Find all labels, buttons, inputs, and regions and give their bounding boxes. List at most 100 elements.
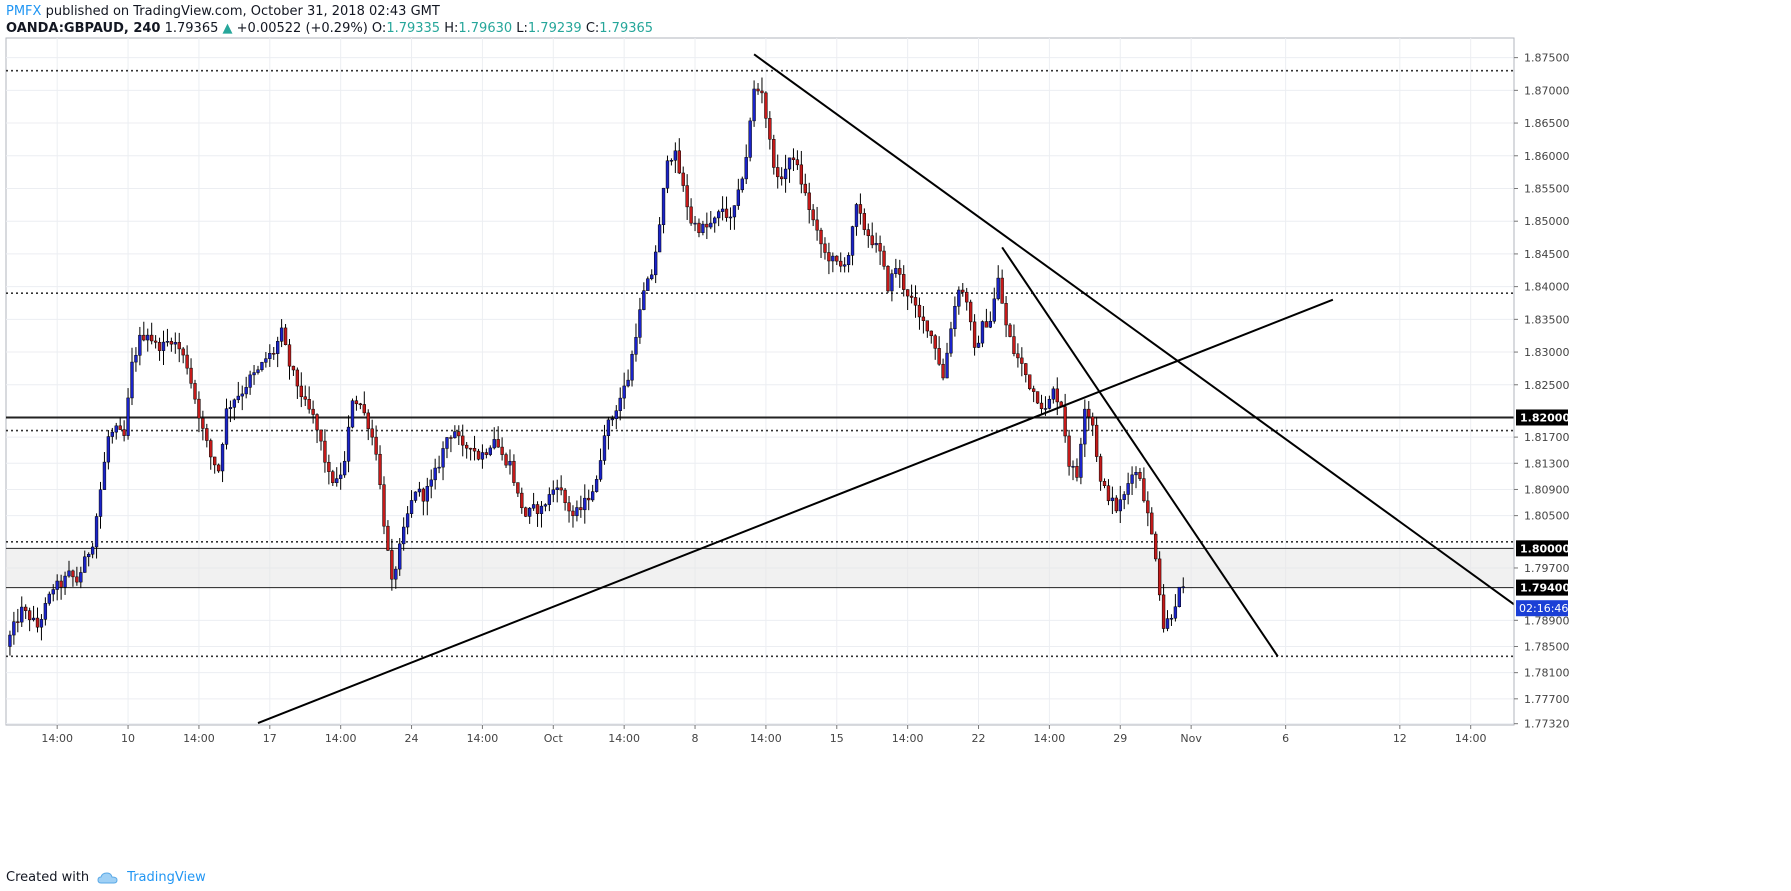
up-arrow-icon: ▲ [222, 21, 233, 36]
candle-body [965, 291, 969, 303]
candle-body [484, 452, 489, 455]
x-tick-label: 22 [972, 732, 986, 745]
candle-body [614, 410, 618, 420]
author-name[interactable]: PMFX [6, 4, 42, 19]
created-with-text: Created with [6, 870, 90, 885]
candle-body [795, 159, 800, 166]
candle-body [913, 297, 918, 306]
tradingview-brand-link[interactable]: TradingView [127, 870, 206, 885]
price-label-box [1516, 409, 1568, 426]
low-label: L: [516, 21, 528, 36]
candle-body [142, 334, 146, 341]
candle-body [323, 440, 327, 463]
candle-body [1130, 474, 1134, 484]
price-label: 1.82000 [1520, 411, 1570, 424]
candle-body [1102, 481, 1107, 486]
candle-body [268, 353, 272, 359]
candle-body [295, 369, 300, 387]
candle-body [319, 429, 323, 442]
x-tick-label: 14:00 [41, 732, 73, 745]
tradingview-cloud-icon [97, 872, 118, 884]
candle-body [453, 431, 457, 439]
candle-body [610, 418, 615, 421]
candle-body [386, 525, 390, 551]
candle-body [807, 192, 811, 210]
candle-body [201, 417, 205, 429]
candle-body [563, 489, 567, 504]
candle-body [1024, 363, 1028, 376]
candle-body [1173, 606, 1178, 619]
y-tick-label: 1.86500 [1524, 117, 1570, 130]
candle-body [1075, 465, 1079, 478]
candle-body [472, 448, 477, 452]
x-tick-label: 14:00 [608, 732, 640, 745]
candle-body [705, 223, 709, 228]
candle-body [776, 167, 780, 178]
candle-body [874, 243, 878, 246]
candle-body [1091, 416, 1095, 426]
candle-body [272, 353, 276, 355]
candle-body [642, 290, 646, 310]
candle-body [1016, 353, 1020, 359]
candle-body [768, 118, 772, 140]
candle-body [882, 250, 886, 267]
x-tick-label: 12 [1393, 732, 1407, 745]
candle-body [1051, 388, 1055, 400]
candle-body [748, 120, 752, 158]
y-tick-label: 1.87500 [1524, 52, 1570, 65]
x-tick-label: 14:00 [892, 732, 924, 745]
candle-body [122, 429, 126, 436]
candle-body [1087, 408, 1091, 418]
candle-body [677, 150, 681, 174]
candle-body [1122, 494, 1126, 500]
y-tick-label: 1.86000 [1524, 150, 1570, 163]
y-tick-label: 1.82500 [1524, 379, 1570, 392]
candle-body [134, 355, 138, 363]
candle-body [468, 447, 473, 450]
candle-body [24, 606, 28, 611]
candle-body [638, 309, 642, 338]
close-label: C: [585, 21, 600, 36]
y-tick-label: 1.79700 [1524, 562, 1570, 575]
y-tick-label: 1.80900 [1524, 483, 1570, 496]
candle-body [311, 408, 315, 415]
candle-body [1055, 388, 1059, 403]
candle-body [803, 183, 807, 194]
candle-body [921, 316, 926, 321]
candle-body [1154, 533, 1158, 560]
candle-body [303, 396, 307, 400]
candle-body [783, 168, 788, 180]
candle-body [378, 453, 382, 485]
candle-body [504, 454, 508, 466]
candle-body [335, 478, 339, 484]
candle-body [618, 397, 622, 411]
candle-body [945, 352, 949, 379]
candle-body [701, 223, 705, 233]
candle-body [744, 157, 748, 180]
candle-body [858, 204, 863, 214]
candle-body [732, 205, 737, 218]
candle-body [402, 526, 406, 545]
candle-body [425, 486, 429, 502]
candle-body [1028, 374, 1032, 389]
candle-body [516, 482, 520, 494]
candle-body [260, 362, 264, 371]
high-value: 1.79630 [458, 21, 513, 36]
candle-body [713, 217, 717, 224]
candle-body [480, 452, 485, 460]
candle-body [598, 460, 603, 480]
x-tick-label: 15 [830, 732, 844, 745]
candle-body [630, 354, 634, 381]
candle-body [520, 492, 524, 509]
candle-body [539, 505, 544, 514]
candle-body [764, 92, 768, 119]
published-text: published on TradingView.com, October 31… [45, 4, 440, 19]
y-tick-label: 1.81700 [1524, 431, 1570, 444]
candle-body [760, 90, 764, 94]
candle-body [382, 484, 386, 527]
candle-body [421, 488, 426, 502]
symbol-label[interactable]: OANDA:GBPAUD, 240 [6, 21, 161, 36]
candle-body [988, 320, 993, 328]
candle-body [1012, 336, 1016, 354]
